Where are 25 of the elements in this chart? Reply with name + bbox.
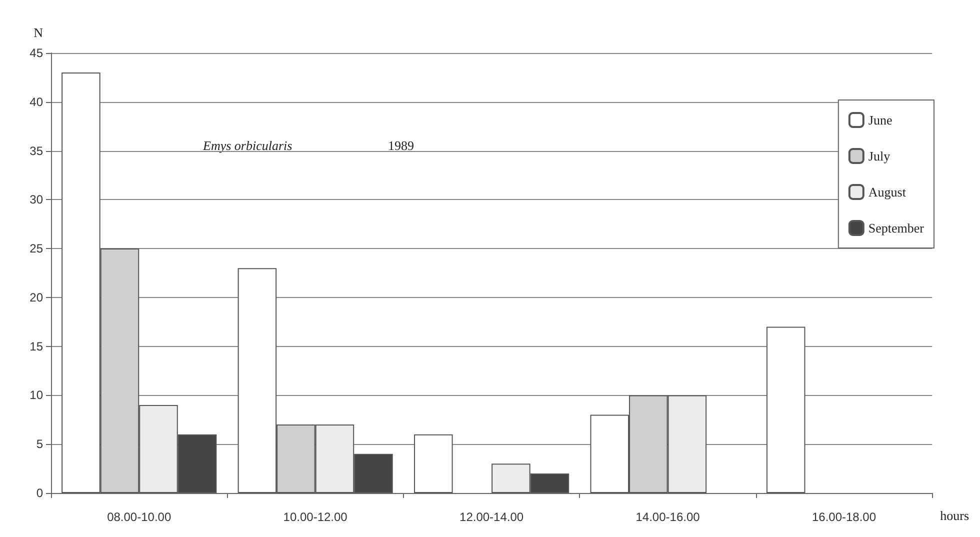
x-tick-label: 16.00-18.00 (812, 510, 876, 524)
annotation: Emys orbicularis (202, 138, 292, 153)
x-tick-label: 14.00-16.00 (636, 510, 700, 524)
y-tick-label: 30 (30, 192, 44, 207)
y-tick-label: 15 (30, 339, 44, 354)
legend-label: June (868, 112, 892, 128)
y-tick-label: 25 (30, 242, 44, 256)
x-tick-label: 12.00-14.00 (460, 510, 524, 524)
y-tick-label: 10 (30, 388, 44, 402)
legend-label: September (868, 220, 925, 236)
y-tick-label: 0 (36, 486, 44, 500)
y-tick-label: 45 (30, 46, 44, 60)
x-tick-label: 08.00-10.00 (107, 510, 172, 524)
bar (766, 326, 806, 493)
y-tick-label: 5 (36, 437, 44, 452)
legend-label: July (868, 148, 891, 164)
bar (414, 434, 453, 493)
y-axis-title: N (34, 25, 44, 40)
x-tick-label: 10.00-12.00 (283, 510, 348, 524)
y-tick-label: 35 (30, 144, 44, 158)
y-tick-label: 40 (30, 94, 44, 109)
annotation: 1989 (388, 138, 414, 153)
legend-label: August (868, 184, 906, 200)
y-tick-label: 20 (30, 290, 44, 304)
x-axis-title: hours (940, 508, 969, 523)
